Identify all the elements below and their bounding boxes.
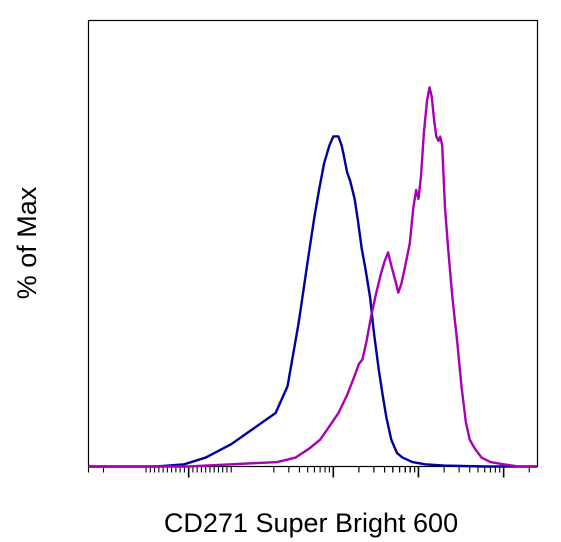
plot-frame	[87, 19, 539, 468]
histogram-series-1	[88, 135, 538, 468]
y-axis-label: % of Max	[12, 186, 42, 299]
series-layer	[88, 86, 538, 468]
histogram-series-2	[88, 86, 538, 468]
x-axis-label: CD271 Super Bright 600	[164, 508, 458, 538]
x-axis-ticks	[87, 466, 530, 478]
